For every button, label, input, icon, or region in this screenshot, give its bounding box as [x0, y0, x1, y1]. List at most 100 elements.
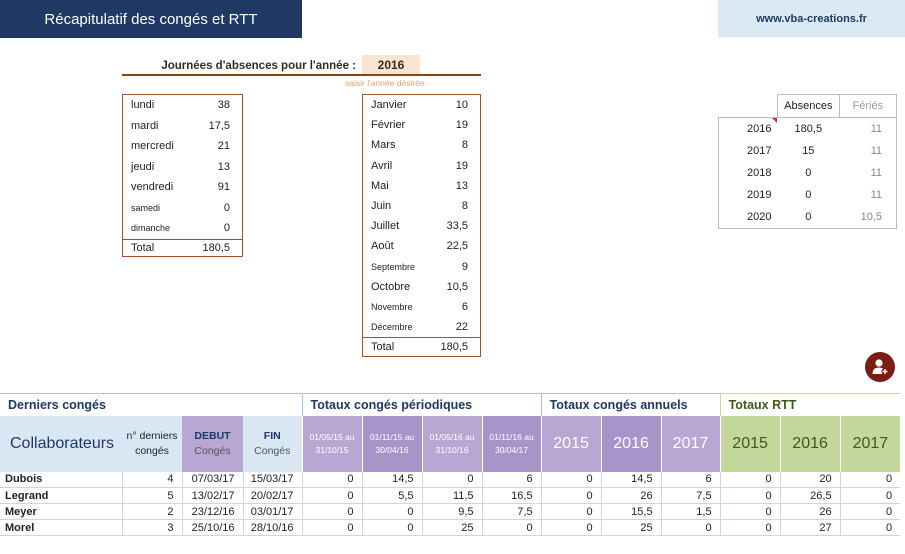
month-row: Septembre 9 [363, 257, 480, 277]
weekday-row: samedi 0 [123, 198, 242, 219]
total-label: Total [371, 340, 395, 353]
rtt-year-header: 2017 [839, 415, 901, 472]
month-label: Septembre [371, 261, 416, 272]
employee-name: Meyer [0, 503, 122, 520]
table-row[interactable]: Legrand 5 13/02/17 20/02/17 0 5,5 11,5 1… [0, 487, 901, 504]
month-row: Février 19 [363, 115, 480, 135]
header-line: congés [135, 444, 169, 457]
cell: 0 [361, 519, 423, 536]
cell: 6 [660, 471, 721, 488]
cell: 15,5 [600, 503, 662, 520]
month-table: Janvier 10 Février 19 Mars 8 Avril 19 Mai 13 … [362, 94, 481, 357]
annual-year-header: 2016 [600, 415, 662, 472]
cell: 14,5 [600, 471, 662, 488]
cell: 4 [121, 471, 182, 488]
month-row: Mars 8 [363, 135, 480, 155]
weekday-value: 17,5 [208, 119, 230, 132]
cell: 0 [660, 519, 721, 536]
weekday-value: 91 [217, 181, 230, 194]
weekday-value: 21 [217, 140, 230, 153]
cell: 6 [481, 471, 542, 488]
cell: 0 [421, 471, 483, 488]
cell: 7,5 [660, 487, 721, 504]
month-row: Octobre 10,5 [363, 277, 480, 297]
month-row: Juillet 33,5 [363, 216, 480, 236]
weekday-value: 38 [217, 99, 230, 112]
total-label: Total [131, 242, 155, 254]
month-value: 9 [461, 260, 468, 273]
add-user-icon [872, 359, 889, 376]
month-label: Mars [371, 139, 396, 152]
cell: 0 [719, 519, 781, 536]
cell: 0 [839, 503, 901, 520]
weekday-value: 13 [217, 160, 230, 173]
year-value: 2018 [718, 162, 778, 184]
header-line: n° derniers [126, 429, 178, 442]
year-summary-row: 2016 180,5 11 [718, 117, 898, 140]
weekday-value: 0 [223, 201, 230, 214]
collaborateurs-header: Collaborateurs [0, 415, 122, 472]
header-line: DEBUT [194, 429, 231, 442]
month-label: Août [371, 240, 394, 253]
website-link[interactable]: www.vba-creations.fr [718, 0, 905, 37]
header-line: 31/10/16 [435, 444, 469, 455]
year-label: Journées d'absences pour l'année : [161, 60, 356, 72]
weekday-label: jeudi [131, 160, 155, 173]
year-value: 2019 [718, 184, 778, 206]
weekday-row: vendredi 91 [123, 177, 242, 198]
month-label: Juin [371, 200, 392, 213]
cell: 0 [839, 487, 901, 504]
cell: 0 [719, 503, 781, 520]
cell: 2 [121, 503, 182, 520]
header-line: 01/05/15 au [309, 431, 355, 442]
month-value: 10 [455, 99, 468, 112]
month-value: 19 [455, 159, 468, 172]
n-derniers-header: n° derniers congés [122, 415, 182, 472]
weekday-label: mardi [131, 119, 159, 132]
weekday-total-row: Total 180,5 [123, 238, 242, 257]
cell: 16,5 [481, 487, 542, 504]
annual-year-header: 2015 [540, 415, 602, 472]
cell: 07/03/17 [181, 471, 243, 488]
cell: 1,5 [660, 503, 721, 520]
cell: 27 [779, 519, 841, 536]
cell: 25 [421, 519, 483, 536]
year-summary-row: 2020 0 10,5 [718, 206, 898, 229]
cell: 28/10/16 [242, 519, 303, 536]
month-label: Février [371, 119, 406, 132]
weekday-label: samedi [131, 202, 161, 213]
cell: 0 [839, 519, 901, 536]
month-value: 8 [461, 200, 468, 213]
table-row[interactable]: Meyer 2 23/12/16 03/01/17 0 0 9,5 7,5 0 … [0, 503, 901, 520]
cell: 25 [600, 519, 662, 536]
cell: 20 [779, 471, 841, 488]
annual-year-header: 2017 [660, 415, 721, 472]
cell: 0 [540, 471, 602, 488]
header-line: Congés [194, 444, 231, 457]
weekday-row: dimanche 0 [123, 218, 242, 239]
employee-name: Legrand [0, 487, 122, 504]
cell: 0 [481, 519, 542, 536]
year-input[interactable]: 2016 [362, 55, 420, 75]
month-value: 6 [461, 300, 468, 313]
month-value: 13 [455, 179, 468, 192]
weekday-label: dimanche [131, 223, 171, 234]
cell: 26,5 [779, 487, 841, 504]
add-user-button[interactable] [865, 352, 895, 382]
header-line: Congés [254, 444, 291, 457]
total-value: 180,5 [440, 340, 468, 353]
cell: 5 [121, 487, 182, 504]
month-row: Janvier 10 [363, 95, 480, 115]
period-header: 01/05/15 au 31/10/15 [301, 415, 363, 472]
absences-value: 15 [802, 145, 815, 157]
feries-value: 11 [839, 184, 898, 206]
year-value: 2016 [747, 123, 772, 135]
absences-value: 0 [777, 206, 840, 229]
table-row[interactable]: Morel 3 25/10/16 28/10/16 0 0 25 0 0 25 … [0, 519, 901, 536]
table-row[interactable]: Dubois 4 07/03/17 15/03/17 0 14,5 0 6 0 … [0, 471, 901, 488]
weekday-value: 0 [223, 222, 230, 235]
cell: 9,5 [421, 503, 483, 520]
month-value: 33,5 [446, 220, 468, 233]
year-summary-row: 2017 15 11 [718, 140, 898, 162]
header-line: FIN [263, 429, 281, 442]
